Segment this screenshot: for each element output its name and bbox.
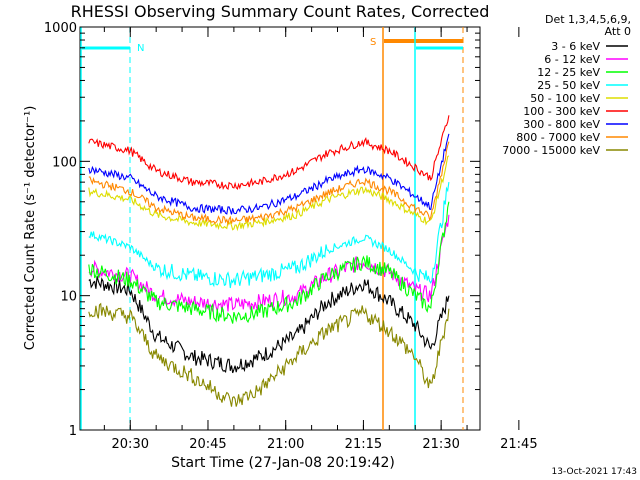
chart-title: RHESSI Observing Summary Count Rates, Co… — [71, 2, 490, 21]
x-axis-label: Start Time (27-Jan-08 20:19:42) — [171, 455, 395, 471]
legend-entry-label: 50 - 100 keV — [530, 92, 600, 105]
series-line — [88, 155, 450, 232]
saa-label: S — [370, 37, 376, 48]
legend-header: Att 0 — [605, 25, 631, 38]
series-line — [88, 201, 450, 324]
footer-date: 13-Oct-2021 17:43 — [552, 467, 637, 477]
y-tick-label: 1000 — [44, 21, 77, 36]
x-tick-label: 21:15 — [345, 437, 382, 452]
legend-entry-label: 300 - 800 keV — [523, 118, 600, 131]
legend-entry-label: 12 - 25 keV — [537, 66, 600, 79]
legend-entry-label: 800 - 7000 keV — [516, 131, 600, 144]
legend-entry-label: 3 - 6 keV — [551, 40, 600, 53]
x-tick-label: 20:30 — [112, 437, 149, 452]
legend-entry-label: 100 - 300 keV — [523, 105, 600, 118]
y-tick-label: 1 — [69, 424, 77, 439]
plot-frame — [79, 26, 481, 431]
x-tick-label: 20:45 — [189, 437, 226, 452]
x-tick-label: 21:00 — [267, 437, 304, 452]
series-layer — [88, 115, 450, 407]
legend-header: Det 1,3,4,5,6,9, — [545, 13, 631, 26]
series-line — [88, 133, 450, 215]
y-tick-label: 100 — [52, 155, 77, 170]
legend-entry-label: 6 - 12 keV — [544, 53, 600, 66]
x-tick-label: 21:30 — [422, 437, 459, 452]
night-label: N — [137, 43, 144, 54]
x-tick-label: 21:45 — [500, 437, 537, 452]
x-axis: 20:30 20:45 21:00 21:15 21:30 21:45 — [103, 27, 538, 452]
y-tick-label: 10 — [60, 290, 77, 305]
y-axis: 1 10 100 1000 — [44, 21, 480, 439]
legend-entry-label: 7000 - 15000 keV — [502, 144, 600, 157]
series-line — [88, 302, 450, 407]
legend-entry-label: 25 - 50 keV — [537, 79, 600, 92]
series-line — [88, 182, 450, 289]
series-line — [88, 115, 450, 191]
series-line — [88, 141, 450, 226]
series-line — [88, 276, 450, 374]
y-axis-label: Corrected Count Rate (s⁻¹ detector⁻¹) — [23, 106, 38, 351]
region-markers: NS — [80, 27, 464, 430]
